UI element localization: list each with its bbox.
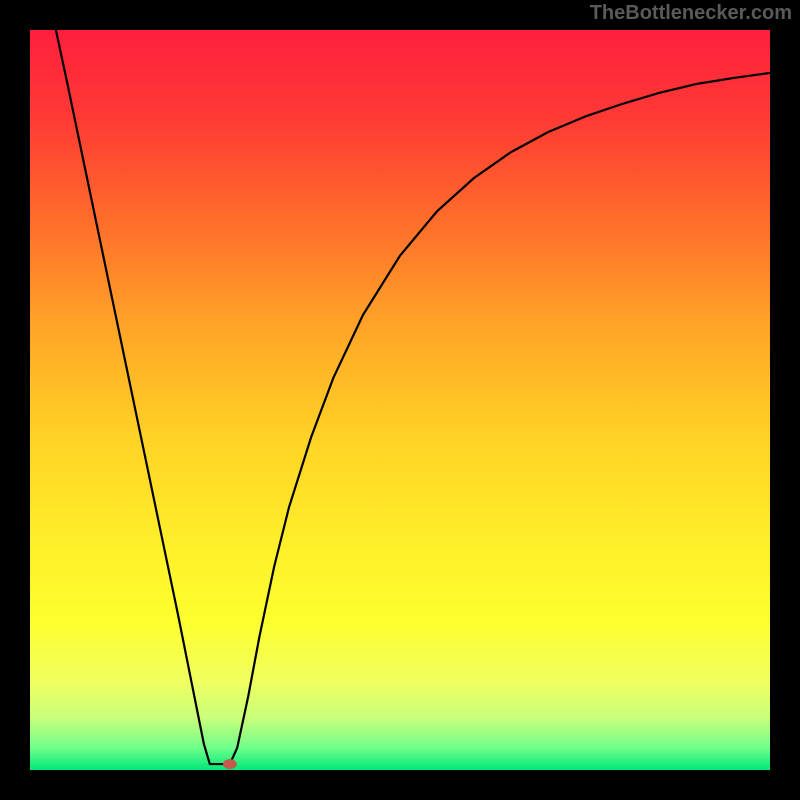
gradient-background <box>30 30 770 770</box>
watermark-text: TheBottlenecker.com <box>590 2 792 25</box>
plot-area <box>30 30 770 770</box>
chart-container: TheBottlenecker.com <box>0 0 800 800</box>
